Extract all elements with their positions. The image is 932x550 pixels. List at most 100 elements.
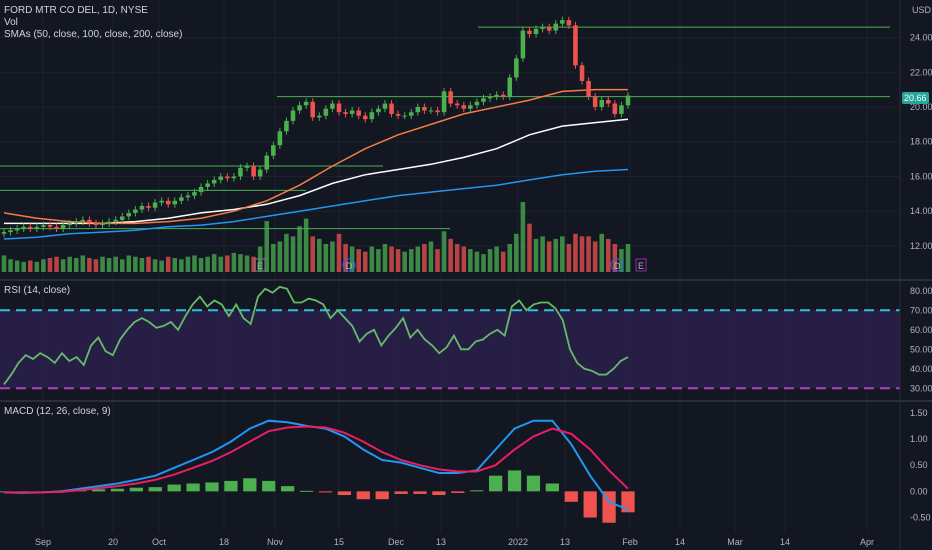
candle bbox=[343, 112, 348, 114]
macd-histogram-bar bbox=[602, 491, 616, 523]
candle bbox=[330, 103, 335, 109]
volume-bar bbox=[494, 246, 499, 272]
candle bbox=[303, 101, 309, 106]
volume-bar bbox=[454, 244, 460, 272]
volume-bar bbox=[185, 256, 191, 272]
x-tick-label: 2022 bbox=[508, 537, 528, 547]
candle bbox=[192, 192, 197, 196]
candle bbox=[402, 115, 407, 117]
candle bbox=[474, 101, 480, 106]
candle bbox=[133, 209, 138, 213]
volume-bar bbox=[599, 233, 605, 272]
price-tick-label: 18.00 bbox=[910, 137, 932, 147]
volume-bar bbox=[520, 202, 526, 272]
volume-bar bbox=[546, 241, 552, 272]
candle bbox=[454, 103, 460, 106]
volume-bar bbox=[303, 218, 309, 272]
volume-bar bbox=[60, 259, 66, 272]
price-tick-label: 24.00 bbox=[910, 33, 932, 43]
candle bbox=[159, 200, 164, 203]
candle bbox=[592, 96, 598, 107]
macd-pane[interactable] bbox=[0, 419, 635, 523]
candle bbox=[34, 226, 40, 229]
candle bbox=[494, 94, 499, 97]
macd-histogram-bar bbox=[470, 490, 484, 492]
candle bbox=[546, 27, 552, 31]
signal-line bbox=[4, 425, 629, 494]
volume-bar bbox=[389, 246, 394, 272]
volume-bar bbox=[514, 233, 519, 272]
candle bbox=[415, 107, 421, 113]
macd-histogram-bar bbox=[337, 491, 351, 496]
macd-legend[interactable]: MACD (12, 26, close, 9) bbox=[4, 406, 111, 417]
candle bbox=[211, 179, 217, 184]
volume-bar bbox=[415, 246, 421, 272]
candle bbox=[435, 110, 440, 113]
candle bbox=[349, 110, 355, 114]
candle bbox=[468, 105, 473, 109]
x-tick-label: Apr bbox=[860, 537, 874, 547]
candle bbox=[428, 110, 434, 112]
symbol-title[interactable]: FORD MTR CO DEL, 1D, NYSE bbox=[4, 5, 148, 16]
volume-bar bbox=[553, 238, 559, 272]
volume-bar bbox=[612, 244, 618, 272]
volume-legend[interactable]: Vol bbox=[4, 17, 18, 28]
candle bbox=[152, 202, 158, 208]
rsi-line bbox=[3, 285, 629, 385]
x-tick-label: 20 bbox=[108, 537, 118, 547]
macd-histogram-bar bbox=[375, 491, 389, 500]
candle bbox=[257, 169, 263, 177]
volume-bar bbox=[47, 258, 53, 272]
macd-histogram-bar bbox=[621, 491, 635, 513]
volume-bar bbox=[73, 258, 79, 272]
volume-bar bbox=[264, 221, 270, 272]
axes: Sep 20 Oct 18 Nov 15 Dec 13 2022 13 Feb 14 Mar 14 Apr 2… bbox=[35, 33, 932, 547]
sma-legend[interactable]: SMAs (50, close, 100, close, 200, close) bbox=[4, 29, 183, 40]
volume-bar bbox=[330, 241, 335, 272]
volume-bar bbox=[100, 256, 105, 272]
volume-bar bbox=[14, 260, 20, 272]
candle bbox=[54, 226, 59, 229]
volume-bar bbox=[290, 236, 296, 272]
candle bbox=[205, 183, 210, 187]
candle bbox=[619, 105, 624, 114]
candle bbox=[8, 230, 13, 233]
macd-histogram-bar bbox=[281, 486, 295, 492]
x-tick-label: Nov bbox=[267, 537, 284, 547]
rsi-legend[interactable]: RSI (14, close) bbox=[4, 285, 71, 296]
volume-bar bbox=[395, 249, 401, 272]
earnings-marker bbox=[635, 258, 647, 272]
candle bbox=[527, 30, 532, 35]
candle bbox=[507, 77, 513, 97]
rsi-tick-label: 70.00 bbox=[910, 305, 932, 315]
volume-bar bbox=[146, 256, 151, 272]
candle bbox=[244, 166, 250, 168]
volume-bar bbox=[317, 238, 322, 272]
candle bbox=[238, 167, 243, 177]
volume-bar bbox=[277, 241, 283, 272]
rsi-pane[interactable] bbox=[0, 285, 900, 390]
candle bbox=[290, 110, 296, 121]
candle bbox=[612, 103, 618, 114]
macd-histogram-bar bbox=[564, 491, 578, 502]
volume-bar bbox=[448, 238, 453, 272]
x-tick-label: 13 bbox=[560, 537, 570, 547]
candle bbox=[271, 145, 276, 156]
volume-bar bbox=[238, 254, 243, 272]
x-tick-label: 14 bbox=[675, 537, 685, 547]
volume-bar bbox=[369, 246, 375, 272]
volume-bar bbox=[27, 260, 33, 272]
volume-bar bbox=[507, 244, 513, 272]
candle bbox=[60, 225, 66, 229]
candle bbox=[73, 221, 79, 224]
macd-histogram-bar bbox=[507, 470, 522, 492]
volume-bar bbox=[198, 258, 204, 272]
candle bbox=[553, 23, 559, 31]
volume-bar bbox=[362, 251, 368, 272]
volume-bar bbox=[579, 236, 585, 272]
candle bbox=[297, 105, 302, 111]
volume-bar bbox=[356, 249, 361, 272]
volume-bar bbox=[211, 254, 217, 272]
